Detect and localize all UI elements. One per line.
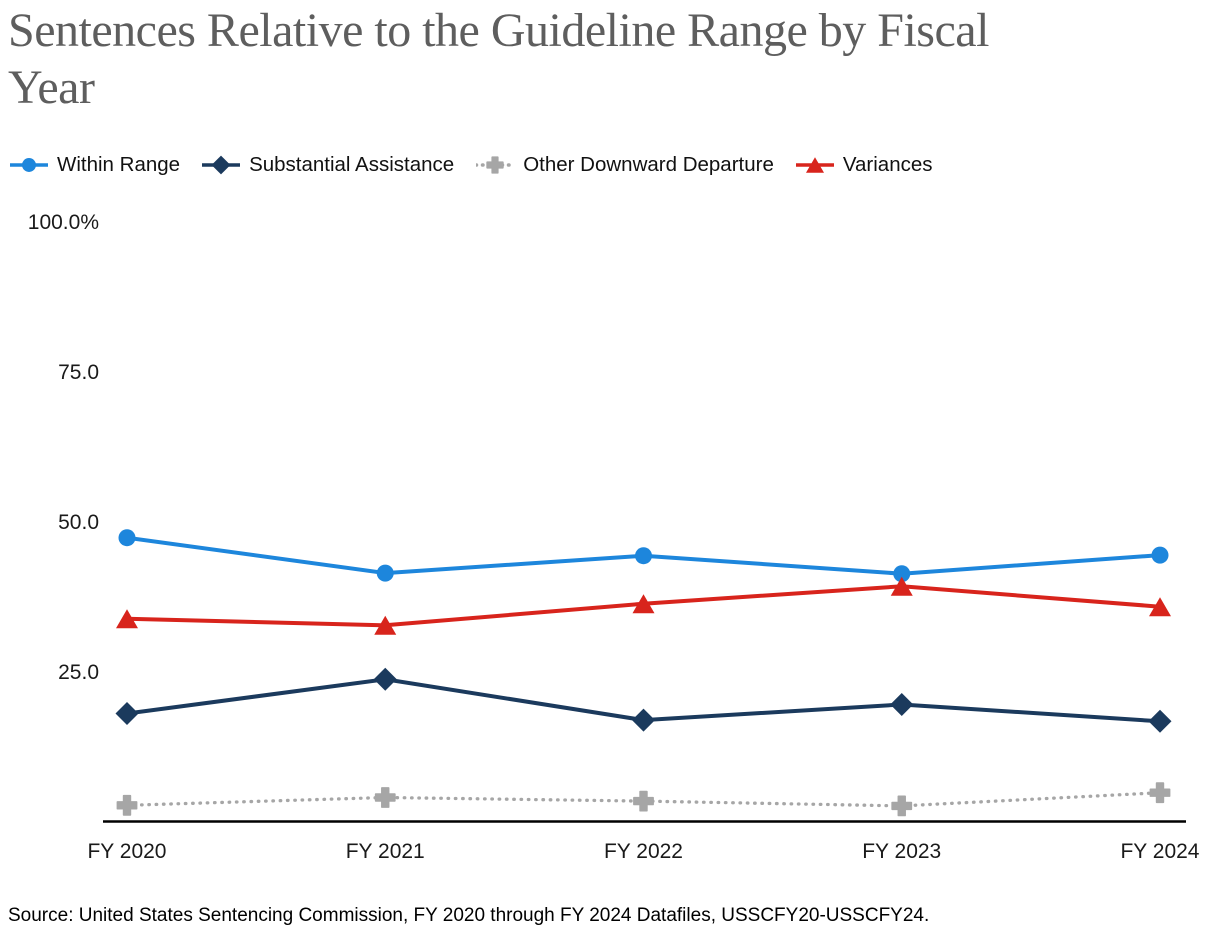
legend-item-other-downward-departure[interactable]: Other Downward Departure [476, 153, 774, 177]
legend-marker-substantial-assistance-icon [202, 155, 241, 175]
legend-marker-within-range-icon [10, 158, 48, 172]
data-point-other-downward-departure-fy-2023[interactable] [891, 795, 913, 817]
source-note: Source: United States Sentencing Commiss… [8, 905, 930, 926]
legend-label: Within Range [57, 153, 181, 176]
x-tick-label: FY 2020 [87, 840, 166, 863]
legend-label: Variances [842, 153, 933, 176]
data-point-other-downward-departure-fy-2024[interactable] [1149, 782, 1171, 804]
legend: Within Range Substantial Assistance Other … [10, 148, 933, 182]
data-point-substantial-assistance-fy-2022[interactable] [632, 708, 655, 732]
data-point-substantial-assistance-fy-2023[interactable] [890, 693, 914, 716]
legend-marker-variances-icon [795, 157, 834, 173]
chart-title-line2: Year [8, 61, 95, 114]
y-tick-label: 100.0% [28, 211, 99, 234]
y-tick-label: 25.0 [58, 661, 99, 684]
data-point-substantial-assistance-fy-2020[interactable] [115, 702, 139, 725]
legend-item-substantial-assistance[interactable]: Substantial Assistance [202, 153, 454, 177]
x-tick-label: FY 2023 [862, 840, 941, 863]
series-line-other-downward-departure [125, 791, 1162, 808]
x-tick-label: FY 2022 [604, 840, 683, 863]
data-point-substantial-assistance-fy-2024[interactable] [1148, 709, 1172, 733]
x-tick-label: FY 2024 [1120, 840, 1199, 863]
data-point-within-range-fy-2023[interactable] [893, 565, 911, 583]
x-tick-label: FY 2021 [346, 840, 425, 863]
chart-title-line1: Sentences Relative to the Guideline Rang… [8, 4, 989, 57]
legend-label: Other Downward Departure [523, 153, 774, 176]
legend-label: Substantial Assistance [249, 153, 455, 176]
data-point-variances-fy-2023[interactable] [890, 576, 913, 596]
data-point-other-downward-departure-fy-2021[interactable] [374, 787, 396, 808]
data-point-other-downward-departure-fy-2020[interactable] [116, 794, 138, 816]
data-point-variances-fy-2024[interactable] [1149, 597, 1171, 617]
chart-title: Sentences Relative to the Guideline Rang… [8, 2, 1213, 116]
data-point-variances-fy-2022[interactable] [632, 594, 655, 614]
data-point-within-range-fy-2024[interactable] [1151, 546, 1169, 564]
data-point-variances-fy-2021[interactable] [374, 615, 397, 635]
y-tick-label: 50.0 [58, 511, 99, 534]
legend-marker-other-downward-departure-icon [476, 156, 515, 174]
data-point-within-range-fy-2021[interactable] [376, 564, 394, 582]
data-point-other-downward-departure-fy-2022[interactable] [633, 790, 654, 812]
legend-item-variances[interactable]: Variances [795, 153, 933, 177]
data-point-within-range-fy-2022[interactable] [635, 547, 652, 565]
data-point-within-range-fy-2020[interactable] [118, 529, 136, 547]
data-point-substantial-assistance-fy-2021[interactable] [373, 667, 397, 691]
legend-item-within-range[interactable]: Within Range [10, 153, 180, 177]
data-point-variances-fy-2020[interactable] [116, 609, 138, 629]
y-tick-label: 75.0 [58, 361, 99, 384]
